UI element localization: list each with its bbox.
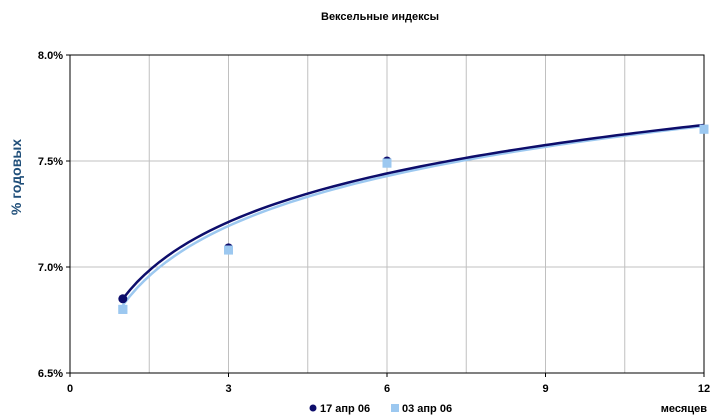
data-point <box>699 124 709 134</box>
y-tick-label: 8.0% <box>38 50 63 62</box>
legend-marker <box>391 404 399 412</box>
legend-label: 03 апр 06 <box>402 403 452 415</box>
data-point <box>224 245 233 255</box>
x-tick-label: 0 <box>67 383 73 395</box>
legend-label: 17 апр 06 <box>320 403 370 415</box>
trendline <box>121 124 705 306</box>
data-point <box>382 158 392 168</box>
y-axis-label: % годовых <box>8 139 24 215</box>
x-tick-label: 6 <box>384 383 390 395</box>
y-tick-label: 7.5% <box>38 156 63 168</box>
grid <box>70 55 704 373</box>
y-tick-label: 7.0% <box>38 262 63 274</box>
data-point <box>118 294 128 304</box>
x-axis-label: месяцев <box>661 403 708 415</box>
legend: 17 апр 06 03 апр 06 <box>309 403 452 415</box>
legend-marker <box>309 404 317 412</box>
series <box>118 123 709 314</box>
axis-ticks: 0 3 6 9 12 6.5% 7.0% 7.5% 8.0% <box>38 50 710 395</box>
x-tick-label: 12 <box>698 383 710 395</box>
y-tick-label: 6.5% <box>38 368 63 380</box>
x-tick-label: 9 <box>542 383 548 395</box>
data-point <box>118 304 128 314</box>
x-tick-label: 3 <box>225 383 231 395</box>
chart-title: Вексельные индексы <box>321 11 439 23</box>
trendline <box>121 123 705 300</box>
